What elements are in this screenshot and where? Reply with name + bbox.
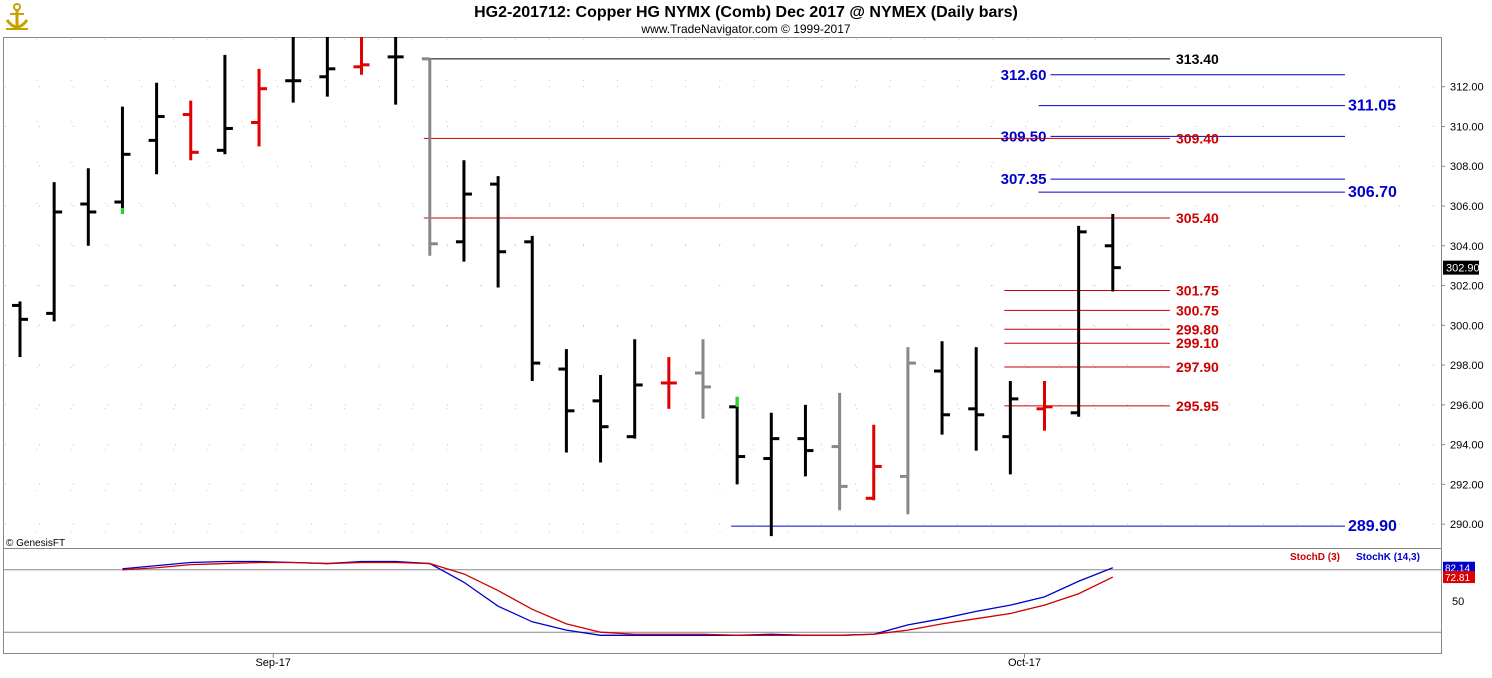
ohlc-bar (558, 349, 575, 453)
ohlc-bar (524, 235, 541, 381)
price-axis-label: 300.00 (1450, 320, 1484, 332)
price-panel (3, 37, 1442, 549)
price-axis-label: 294.00 (1450, 440, 1484, 452)
level-label: 289.90 (1348, 518, 1397, 535)
ohlc-bar (1104, 213, 1121, 292)
level-label: 311.05 (1348, 98, 1396, 115)
level-label: 313.40 (1176, 51, 1219, 67)
stoch-axis-label: 50 (1452, 596, 1464, 608)
last-price-label: 302.90 (1446, 263, 1480, 275)
level-label: 307.35 (1001, 171, 1047, 188)
ohlc-bar (1070, 225, 1087, 417)
stoch-last-value-box (1443, 571, 1475, 584)
stoch-last-value-label: 82.14 (1445, 564, 1470, 575)
price-axis-label: 308.00 (1450, 161, 1484, 173)
price-axis-label: 298.00 (1450, 360, 1484, 372)
ohlc-bar (831, 392, 848, 511)
ohlc-bar (80, 168, 97, 246)
level-label: 305.40 (1176, 210, 1219, 226)
level-label: 299.10 (1176, 335, 1219, 351)
ohlc-bar (626, 339, 643, 439)
stoch-legend-k: StochK (14,3) (1356, 552, 1420, 563)
stoch-last-value-box (1443, 561, 1475, 574)
stoch-last-value-label: 72.81 (1445, 573, 1470, 584)
ohlc-bar (968, 347, 985, 451)
stochastic-panel (3, 548, 1442, 654)
price-axis-label: 292.00 (1450, 479, 1484, 491)
price-axis-label: 302.00 (1450, 281, 1484, 293)
stoch-series-line (122, 561, 1114, 636)
anchor-logo-icon (4, 2, 30, 32)
ohlc-bar (865, 424, 882, 501)
price-axis-label: 312.00 (1450, 82, 1484, 94)
ohlc-bar (387, 37, 404, 105)
level-label: 312.60 (1001, 67, 1047, 84)
price-axis-label: 306.00 (1450, 201, 1484, 213)
price-axis-label: 296.00 (1450, 400, 1484, 412)
ohlc-bar (285, 37, 302, 103)
credit-text: © GenesisFT (6, 538, 65, 549)
price-axis-label: 304.00 (1450, 241, 1484, 253)
ohlc-bar (490, 176, 507, 288)
level-label: 309.50 (1001, 128, 1047, 145)
ohlc-bar (455, 160, 472, 262)
ohlc-bar (899, 347, 916, 515)
level-label: 309.40 (1176, 130, 1219, 146)
level-label: 295.95 (1176, 398, 1219, 414)
ohlc-bar (12, 301, 28, 358)
price-axis-label: 290.00 (1450, 519, 1484, 531)
ohlc-bar (660, 357, 677, 409)
level-label: 299.80 (1176, 321, 1219, 337)
level-label: 306.70 (1348, 184, 1397, 201)
price-axis-label: 310.00 (1450, 121, 1484, 133)
ohlc-bar (592, 375, 609, 463)
ohlc-bar (148, 82, 165, 175)
ohlc-bar (46, 182, 63, 322)
last-price-box (1443, 260, 1479, 275)
chart-title: HG2-201712: Copper HG NYMX (Comb) Dec 20… (474, 4, 1018, 21)
x-axis-label: Sep-17 (255, 657, 290, 669)
ohlc-bar (251, 68, 268, 147)
chart-subtitle: www.TradeNavigator.com © 1999-2017 (640, 22, 850, 36)
ohlc-bar (353, 37, 370, 75)
ohlc-bar (797, 404, 814, 477)
stoch-legend-d: StochD (3) (1290, 552, 1340, 563)
ohlc-bar (763, 412, 780, 537)
ohlc-bar (695, 339, 711, 419)
ohlc-bar (182, 100, 199, 161)
ohlc-bar (114, 106, 131, 214)
level-label: 301.75 (1176, 283, 1219, 299)
level-label: 297.90 (1176, 359, 1219, 375)
ohlc-bar (1002, 380, 1019, 475)
ohlc-bar (421, 57, 438, 256)
level-label: 300.75 (1176, 302, 1219, 318)
ohlc-bar (319, 37, 336, 97)
ohlc-bar (216, 54, 233, 155)
ohlc-bar (934, 341, 951, 435)
ohlc-bar (1036, 380, 1053, 431)
ohlc-bar (729, 396, 746, 485)
x-axis-label: Oct-17 (1008, 657, 1041, 669)
